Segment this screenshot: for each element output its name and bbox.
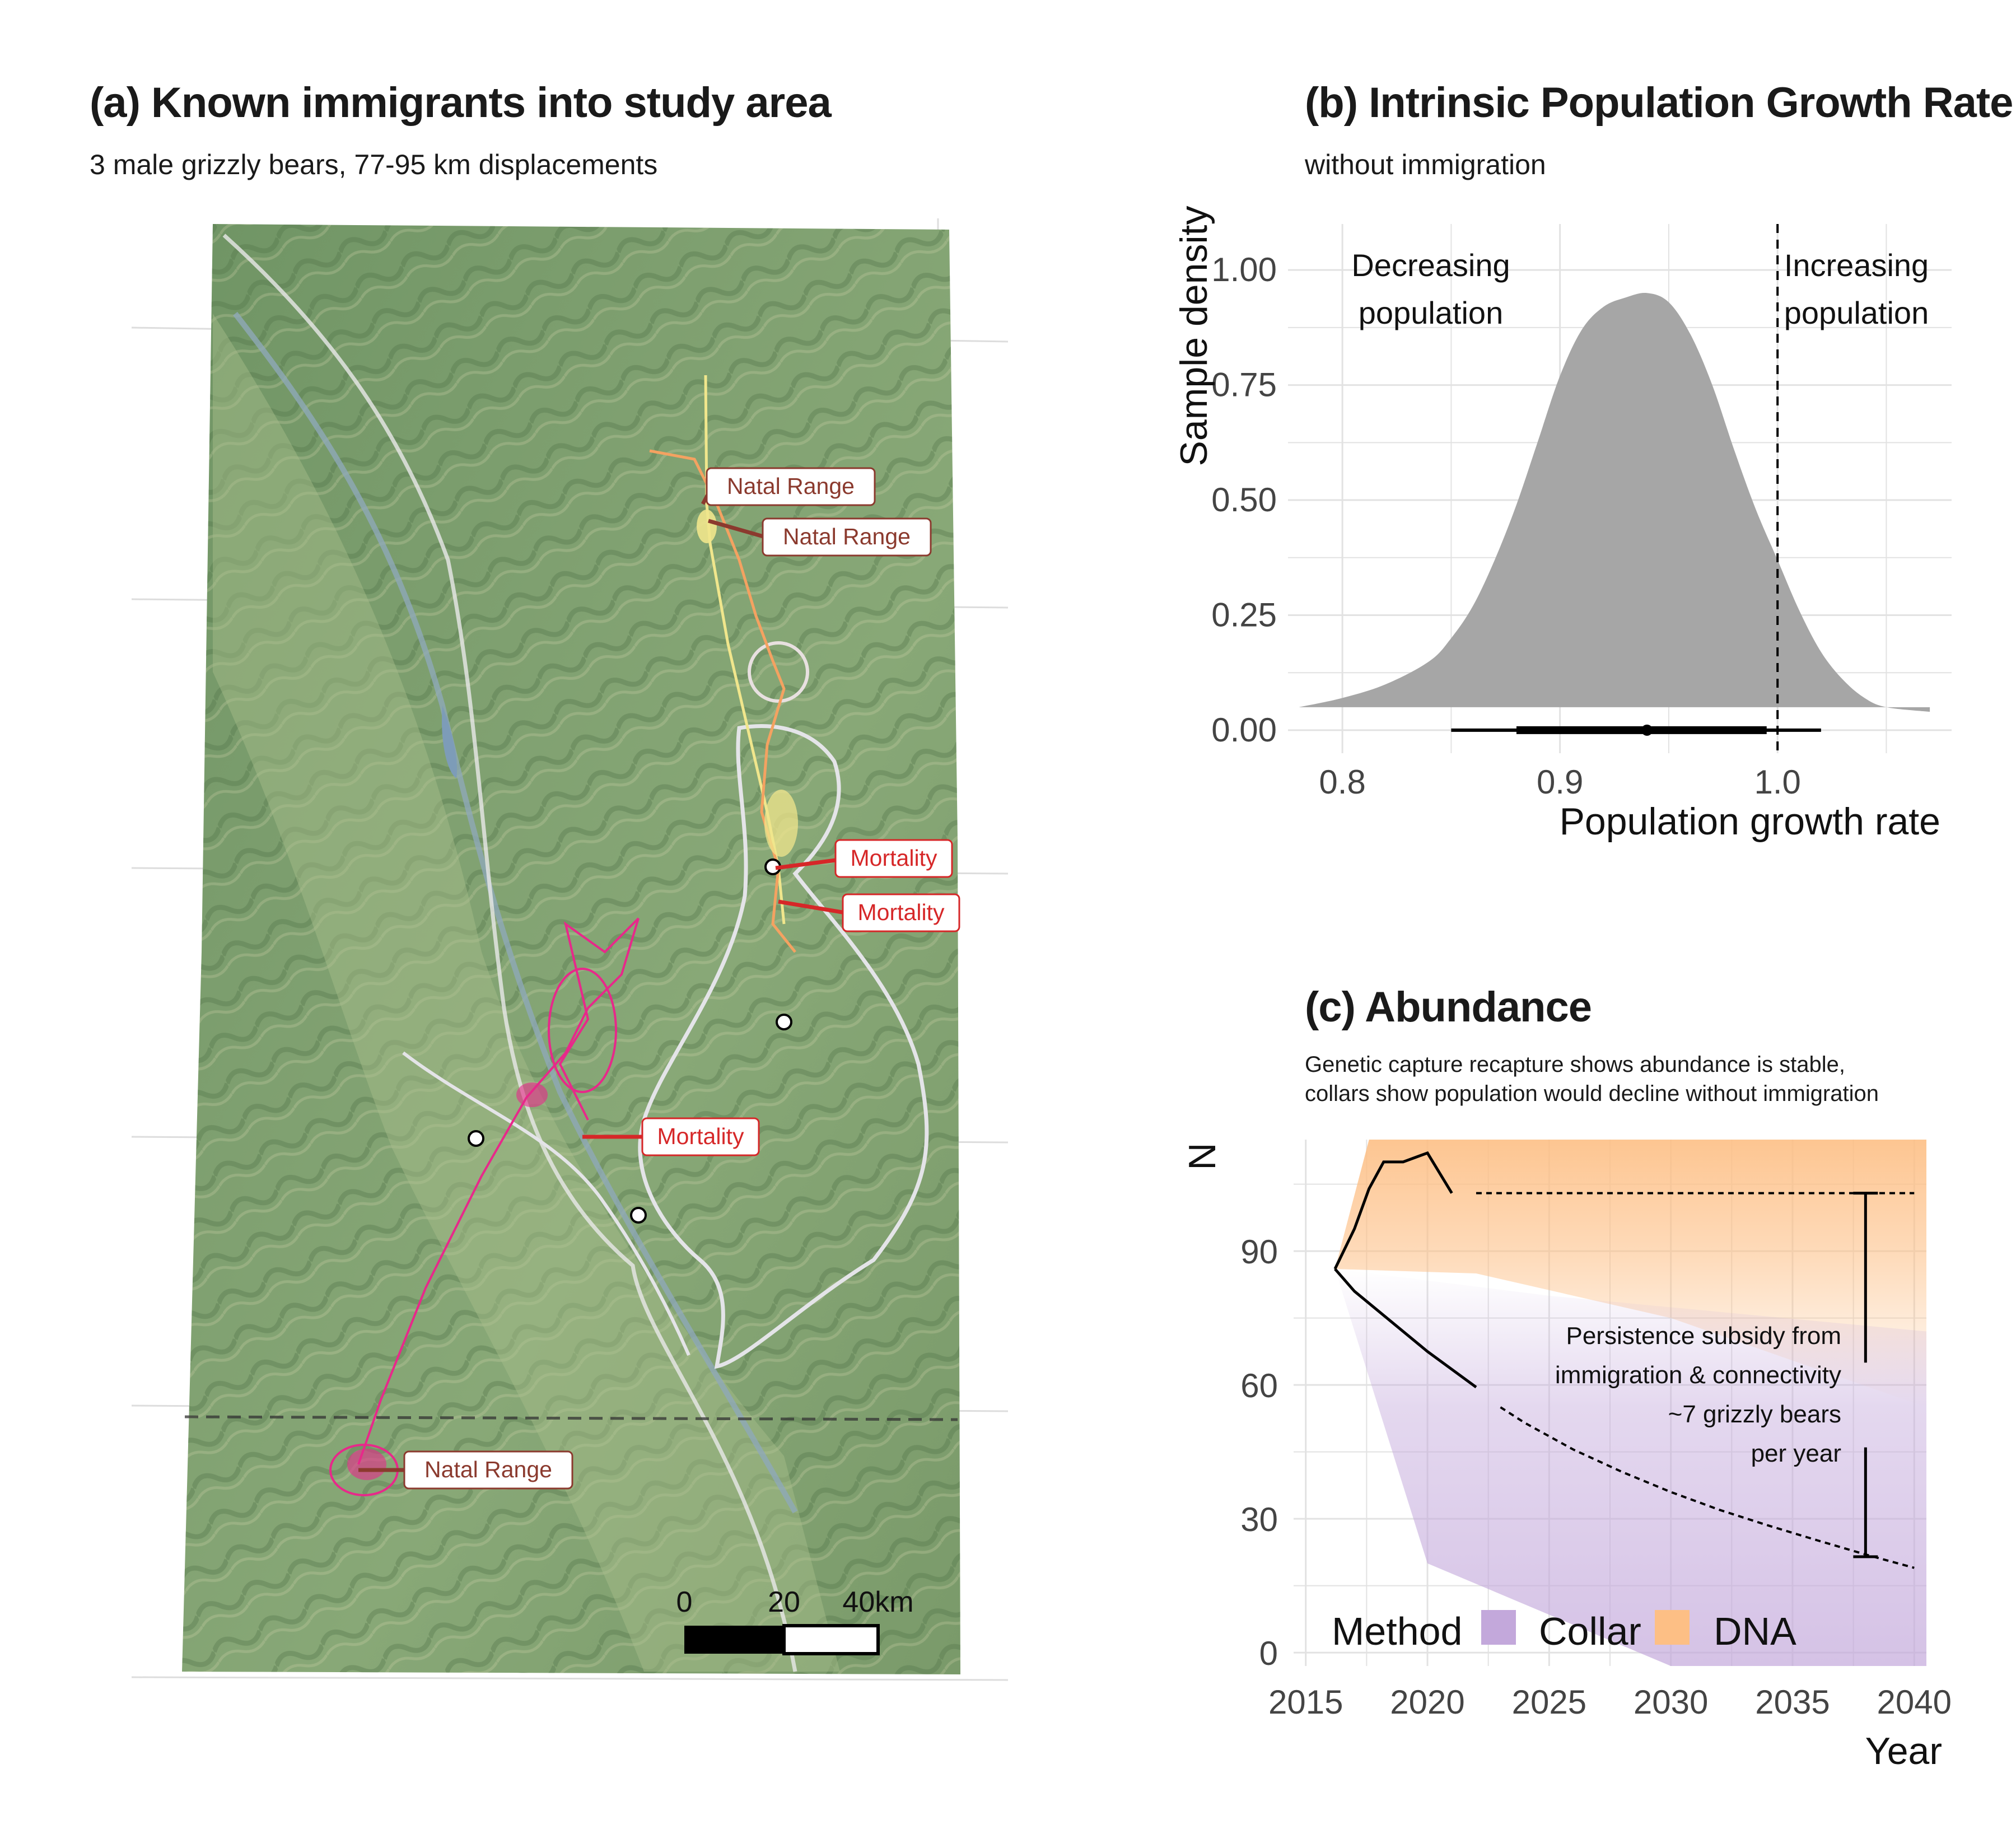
highway: [222, 234, 797, 1672]
dna-line: [1333, 1151, 1453, 1270]
panel-c-subtitle-line1: Genetic capture recapture shows abundanc…: [1305, 1052, 1846, 1077]
panel-c-title: (c) Abundance: [1305, 983, 1592, 1031]
panel-b-title: (b) Intrinsic Population Growth Rate: [1305, 79, 2013, 127]
subsidy-bracket: [1853, 1192, 1878, 1558]
border-dashed-line: [184, 1415, 958, 1421]
panel-a-title: (a) Known immigrants into study area: [90, 79, 832, 127]
b-ytick-label: 0.25: [1211, 596, 1277, 633]
mortality-point: [468, 1130, 484, 1147]
abundance-chart: Persistence subsidy from immigration & c…: [1181, 1140, 1952, 1772]
panel-a-subtitle: 3 male grizzly bears, 77-95 km displacem…: [90, 149, 658, 180]
scale-tick-0: 0: [676, 1586, 693, 1618]
scale-tick-20: 20: [768, 1586, 800, 1618]
c-xtick-label: 2020: [1390, 1683, 1464, 1721]
b-ytick-label: 1.00: [1211, 251, 1277, 288]
b-ytick-label: 0.00: [1211, 711, 1277, 749]
b-xaxis-label: Population growth rate: [1560, 800, 1940, 843]
subsidy-annotation-line: per year: [1751, 1440, 1841, 1467]
legend-swatch-dna: [1655, 1610, 1690, 1645]
secondary-boundary: [402, 1051, 690, 1356]
scale-tick-40: 40km: [842, 1586, 913, 1618]
c-xtick-label: 2035: [1755, 1683, 1830, 1721]
study-area-map: Natal Range Natal Range Natal Range Mort…: [131, 218, 1009, 1681]
c-ytick-label: 60: [1240, 1367, 1278, 1404]
mortality-label: Mortality: [858, 899, 945, 925]
b-xtick-label: 0.9: [1537, 763, 1583, 801]
c-xaxis-label: Year: [1865, 1730, 1942, 1772]
natal-range-label: Natal Range: [727, 473, 855, 499]
legend-label-collar: Collar: [1539, 1609, 1641, 1653]
mortality-label: Mortality: [851, 845, 937, 871]
subsidy-annotation-line: immigration & connectivity: [1555, 1361, 1841, 1389]
b-xtick-label: 1.0: [1754, 763, 1800, 801]
subsidy-annotation-line: ~7 grizzly bears: [1668, 1401, 1841, 1428]
track-bear-1: [357, 917, 640, 1465]
capture-area-circle: [748, 641, 809, 703]
b-annotation-increasing-2: population: [1784, 295, 1929, 330]
legend-swatch-collar: [1481, 1610, 1516, 1645]
subsidy-annotation-line: Persistence subsidy from: [1566, 1322, 1841, 1350]
scale-bar: 0 20 40km: [676, 1586, 914, 1655]
c-ytick-label: 0: [1259, 1635, 1278, 1672]
b-yaxis-label: Sample density: [1173, 206, 1215, 466]
natal-range-label: Natal Range: [783, 524, 911, 549]
mortality-label: Mortality: [657, 1123, 744, 1149]
growth-rate-chart: 0.8 0.9 1.0 0.00 0.25 0.50 0.75 1.00 Decreasing…: [1173, 206, 1952, 843]
panel-b-subtitle: without immigration: [1305, 149, 1546, 180]
collar-line: [1334, 1268, 1477, 1389]
legend-title: Method: [1332, 1609, 1462, 1653]
mortality-point: [630, 1207, 647, 1224]
interval-median: [1641, 724, 1653, 736]
b-annotation-decreasing-2: population: [1359, 295, 1503, 330]
study-area-boundary: [638, 724, 929, 1369]
density-area: [1299, 293, 1930, 712]
c-xtick-label: 2025: [1512, 1683, 1586, 1721]
collar-ribbon: [1334, 1269, 1926, 1666]
b-ytick-label: 0.50: [1211, 481, 1277, 519]
b-annotation-increasing: Increasing: [1784, 248, 1929, 283]
c-ytick-label: 30: [1240, 1501, 1278, 1538]
valley-floor: [213, 314, 840, 1672]
natal-range-label: Natal Range: [424, 1457, 552, 1482]
c-yaxis-label: N: [1181, 1142, 1224, 1170]
b-annotation-decreasing: Decreasing: [1351, 248, 1510, 283]
c-xtick-label: 2040: [1877, 1683, 1952, 1721]
c-xtick-label: 2030: [1634, 1683, 1708, 1721]
panel-c-subtitle-line2: collars show population would decline wi…: [1305, 1081, 1879, 1106]
map-label-boxes: [403, 467, 960, 1490]
natal-range-clusters: [329, 510, 798, 1496]
mortality-points: [468, 858, 792, 1224]
b-ytick-label: 0.75: [1211, 366, 1277, 404]
collar-projection: [1500, 1406, 1915, 1569]
legend: Method Collar DNA: [1332, 1609, 1796, 1653]
lake: [442, 706, 457, 778]
c-ytick-label: 90: [1240, 1233, 1278, 1271]
c-xtick-label: 2015: [1268, 1683, 1343, 1721]
legend-label-dna: DNA: [1714, 1609, 1796, 1653]
b-xtick-label: 0.8: [1319, 763, 1365, 801]
mortality-point: [776, 1014, 792, 1030]
